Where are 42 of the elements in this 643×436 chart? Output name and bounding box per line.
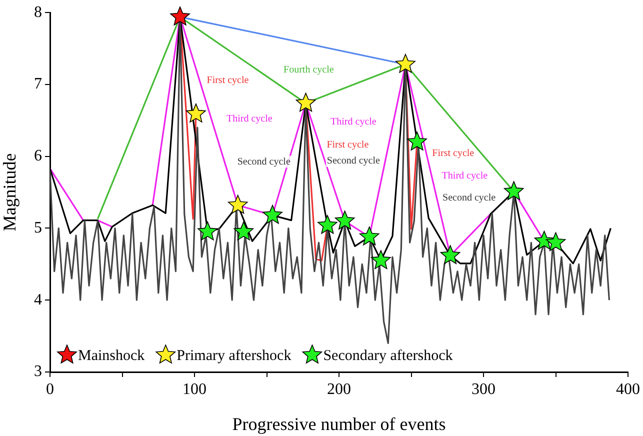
- point: [198, 221, 218, 240]
- point: [504, 181, 524, 200]
- y-tick-label: 4: [34, 291, 42, 308]
- x-tick-label: 0: [46, 380, 54, 398]
- y-axis-title: Magnitude: [0, 153, 20, 232]
- point: [186, 104, 206, 122]
- x-tick-label: 200: [327, 380, 351, 398]
- annotation: Fourth cycle: [284, 64, 334, 76]
- annotation: Third cycle: [330, 116, 377, 128]
- point: [407, 132, 427, 150]
- point: [396, 54, 416, 73]
- annotation: Third cycle: [442, 170, 488, 182]
- x-tick-label: 100: [182, 380, 206, 398]
- annotation: Second cycle: [326, 156, 381, 167]
- point: [546, 232, 566, 252]
- annotation: First cycle: [432, 148, 475, 160]
- y-tick-label: 7: [34, 76, 42, 93]
- legend-label: Mainshock: [78, 348, 146, 364]
- annotation: Third cycle: [226, 114, 273, 125]
- annotation: Second cycle: [442, 192, 496, 204]
- point: [262, 204, 282, 224]
- legend-label: Secondary aftershock: [323, 348, 454, 364]
- point: [170, 6, 190, 26]
- point: [234, 221, 254, 240]
- point: [318, 214, 338, 234]
- point: [440, 245, 460, 264]
- legend-label: Primary aftershock: [176, 348, 292, 364]
- x-tick-label: 400: [616, 380, 640, 398]
- point: [370, 250, 391, 270]
- point: [359, 226, 380, 246]
- y-tick-label: 5: [34, 219, 42, 236]
- annotation: Second cycle: [237, 156, 291, 168]
- annotation: First cycle: [326, 139, 370, 150]
- point: [296, 92, 316, 112]
- x-axis-title: Progressive number of events: [232, 414, 446, 434]
- point: [228, 194, 248, 214]
- annotation: First cycle: [206, 74, 250, 86]
- y-tick-label: 6: [34, 148, 42, 165]
- x-tick-label: 300: [472, 380, 496, 398]
- y-tick-label: 3: [34, 363, 42, 380]
- y-tick-label: 8: [34, 4, 42, 21]
- point: [334, 210, 355, 230]
